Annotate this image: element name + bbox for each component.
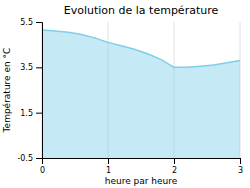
marks	[42, 30, 240, 158]
tick-label: 1	[106, 166, 111, 175]
title: Evolution de la température	[64, 4, 219, 17]
tick-mark	[240, 158, 241, 164]
tick-mark	[36, 113, 42, 114]
tick: 1.5	[20, 109, 42, 118]
chart: 0 1 2 3 -0.5 1.5 3.5 5.5 Evolution de la tempéra…	[0, 0, 250, 188]
tick: 0	[40, 158, 45, 175]
tick: 3.5	[20, 63, 42, 72]
line	[42, 30, 240, 67]
x-axis-title: heure par heure	[105, 176, 178, 186]
tick-mark	[36, 22, 42, 23]
tick-mark	[36, 158, 42, 159]
tick-label: 2	[172, 166, 177, 175]
tick-mark	[174, 158, 175, 164]
y-axis-title: Température en °C	[2, 48, 12, 134]
tick-label: 3	[238, 166, 243, 175]
tick-label: -0.5	[17, 154, 33, 163]
tick-label: 5.5	[20, 18, 33, 27]
tick-label: 1.5	[20, 109, 33, 118]
axis-line	[43, 159, 241, 165]
tick-label: 3.5	[20, 63, 33, 72]
x-axis: 0 1 2 3	[40, 158, 243, 175]
tick: 2	[172, 158, 177, 175]
area	[42, 30, 240, 158]
tick: -0.5	[17, 154, 42, 163]
tick-mark	[108, 158, 109, 164]
y-axis: -0.5 1.5 3.5 5.5	[17, 18, 42, 163]
tick-mark	[36, 67, 42, 68]
x-grid	[42, 22, 240, 158]
tick-label: 0	[40, 166, 45, 175]
tick: 5.5	[20, 18, 42, 27]
axis-line	[36, 23, 43, 159]
tick: 3	[238, 158, 243, 175]
plot-area: 0 1 2 3 -0.5 1.5 3.5 5.5	[17, 18, 243, 175]
tick: 1	[106, 158, 111, 175]
